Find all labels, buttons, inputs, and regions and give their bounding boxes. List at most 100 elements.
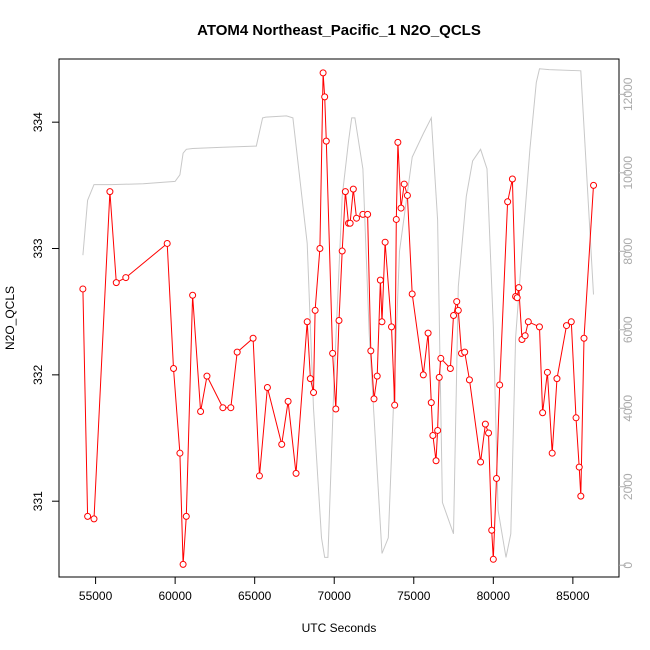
data-point bbox=[170, 365, 178, 373]
x-tick-label: 65000 bbox=[238, 589, 272, 603]
data-point bbox=[197, 407, 205, 415]
data-point bbox=[370, 395, 378, 403]
data-point bbox=[572, 414, 580, 422]
data-point bbox=[515, 284, 523, 292]
data-point bbox=[163, 239, 171, 247]
data-point bbox=[577, 492, 585, 500]
data-point bbox=[367, 347, 375, 355]
data-point bbox=[450, 311, 458, 319]
data-point bbox=[179, 560, 187, 568]
data-point bbox=[311, 306, 319, 314]
data-point bbox=[477, 458, 485, 466]
data-point bbox=[397, 204, 405, 212]
data-point bbox=[306, 375, 314, 383]
data-point bbox=[292, 469, 300, 477]
data-point bbox=[112, 279, 120, 287]
y2-tick-label: 0 bbox=[621, 562, 635, 569]
data-point bbox=[284, 397, 292, 405]
y2-tick-label: 8000 bbox=[621, 238, 635, 265]
data-point bbox=[434, 426, 442, 434]
data-point bbox=[316, 245, 324, 253]
data-point bbox=[227, 404, 235, 412]
data-point bbox=[278, 440, 286, 448]
data-point bbox=[376, 276, 384, 284]
data-point bbox=[504, 198, 512, 206]
data-point bbox=[427, 399, 435, 407]
plot-frame bbox=[58, 58, 620, 578]
data-point bbox=[79, 285, 87, 293]
x-axis: 55000 60000 65000 70000 75000 80000 85000 bbox=[79, 577, 590, 603]
data-point bbox=[580, 334, 588, 342]
y-axis-label: N2O_QCLS bbox=[3, 286, 17, 350]
data-point bbox=[90, 515, 98, 523]
data-point bbox=[310, 389, 318, 397]
data-point bbox=[424, 329, 432, 337]
data-point bbox=[176, 449, 184, 457]
x-tick-label: 75000 bbox=[397, 589, 431, 603]
data-point bbox=[419, 371, 427, 379]
data-point bbox=[408, 290, 416, 298]
data-point bbox=[303, 318, 311, 326]
data-point bbox=[454, 306, 462, 314]
data-point bbox=[203, 372, 211, 380]
y-tick-label: 333 bbox=[31, 238, 45, 258]
right-y-axis: 0 2000 4000 6000 8000 10000 12000 bbox=[619, 77, 635, 569]
left-y-axis: 331 332 333 334 bbox=[31, 112, 59, 511]
y2-tick-label: 12000 bbox=[621, 77, 635, 111]
x-tick-label: 85000 bbox=[556, 589, 590, 603]
x-tick-label: 55000 bbox=[79, 589, 113, 603]
data-point bbox=[465, 376, 473, 384]
data-point bbox=[553, 375, 561, 383]
data-point bbox=[489, 555, 497, 563]
data-point bbox=[182, 512, 190, 520]
data-point bbox=[435, 373, 443, 381]
x-tick-label: 70000 bbox=[318, 589, 352, 603]
chart-title: ATOM4 Northeast_Pacific_1 N2O_QCLS bbox=[197, 22, 481, 39]
data-point bbox=[488, 526, 496, 534]
data-point bbox=[453, 298, 461, 306]
y-tick-label: 332 bbox=[31, 365, 45, 385]
data-point bbox=[219, 404, 227, 412]
data-point bbox=[332, 405, 340, 413]
y2-tick-label: 4000 bbox=[621, 395, 635, 422]
data-point bbox=[322, 137, 330, 145]
data-point bbox=[122, 274, 130, 282]
data-point bbox=[353, 214, 360, 222]
data-point bbox=[446, 365, 454, 373]
series-layer bbox=[79, 68, 598, 568]
data-point bbox=[485, 429, 493, 437]
data-point bbox=[373, 372, 381, 380]
data-point bbox=[508, 175, 516, 183]
data-point bbox=[548, 449, 556, 457]
data-point bbox=[521, 332, 529, 340]
data-point bbox=[403, 191, 411, 199]
data-point bbox=[535, 323, 543, 331]
data-point bbox=[341, 188, 349, 196]
data-point bbox=[400, 180, 408, 188]
data-point bbox=[364, 210, 372, 218]
data-point bbox=[432, 457, 440, 465]
data-point bbox=[319, 69, 327, 77]
data-point bbox=[381, 238, 389, 246]
data-point bbox=[329, 349, 337, 357]
data-point bbox=[481, 420, 489, 428]
y-tick-label: 331 bbox=[31, 491, 45, 511]
x-tick-label: 60000 bbox=[158, 589, 192, 603]
data-point bbox=[349, 185, 357, 193]
data-point bbox=[388, 323, 395, 331]
data-point bbox=[563, 322, 570, 330]
data-point bbox=[391, 401, 399, 409]
y2-tick-label: 2000 bbox=[621, 473, 635, 500]
data-point bbox=[567, 318, 575, 326]
data-point bbox=[249, 334, 257, 342]
data-point bbox=[321, 93, 329, 101]
data-point bbox=[346, 219, 354, 227]
x-axis-label: UTC Seconds bbox=[302, 621, 377, 635]
y2-tick-label: 6000 bbox=[621, 316, 635, 343]
data-point bbox=[106, 188, 114, 196]
data-point bbox=[233, 348, 241, 356]
data-point bbox=[84, 512, 92, 520]
data-point bbox=[493, 474, 500, 482]
y-tick-label: 334 bbox=[31, 112, 45, 132]
